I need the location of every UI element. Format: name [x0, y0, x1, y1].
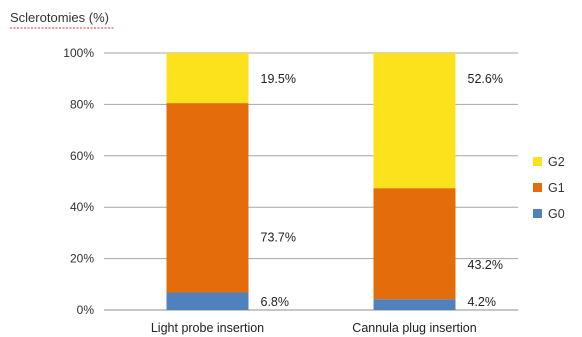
bar-g1-1: [373, 188, 456, 300]
legend-swatch-g2: [533, 157, 542, 166]
legend: G2 G1 G0: [533, 155, 565, 221]
y-tick-label: 40%: [70, 200, 94, 214]
legend-label-g1: G1: [548, 181, 565, 195]
legend-swatch-g0: [533, 209, 542, 218]
y-tick-label: 100%: [63, 46, 94, 60]
bar-g1-0: [166, 103, 249, 293]
y-tick-label: 20%: [70, 252, 94, 266]
gridlines: [104, 52, 518, 311]
data-label: 4.2%: [468, 295, 497, 309]
bar-g0-1: [373, 299, 456, 310]
category-label: Light probe insertion: [151, 321, 264, 335]
data-labels: 6.8% 73.7% 19.5% 4.2% 43.2% 52.6%: [261, 72, 503, 309]
data-label: 6.8%: [261, 295, 290, 309]
legend-label-g0: G0: [548, 207, 565, 221]
y-tick-labels: 0% 20% 40% 60% 80% 100%: [63, 46, 94, 317]
bar-g2-0: [166, 53, 249, 104]
bars: [166, 53, 456, 310]
data-label: 19.5%: [261, 72, 296, 86]
legend-label-g2: G2: [548, 155, 565, 169]
bar-g2-1: [373, 53, 456, 189]
data-label: 52.6%: [468, 72, 503, 86]
data-label: 43.2%: [468, 258, 503, 272]
category-labels: Light probe insertion Cannula plug insert…: [151, 321, 477, 335]
category-label: Cannula plug insertion: [352, 321, 476, 335]
data-label: 73.7%: [261, 230, 296, 244]
y-tick-label: 60%: [70, 149, 94, 163]
bar-g0-0: [166, 292, 249, 310]
legend-swatch-g1: [533, 183, 542, 192]
y-tick-label: 80%: [70, 97, 94, 111]
y-axis-title: Sclerotomies (%): [10, 10, 109, 25]
y-tick-label: 0%: [77, 303, 95, 317]
